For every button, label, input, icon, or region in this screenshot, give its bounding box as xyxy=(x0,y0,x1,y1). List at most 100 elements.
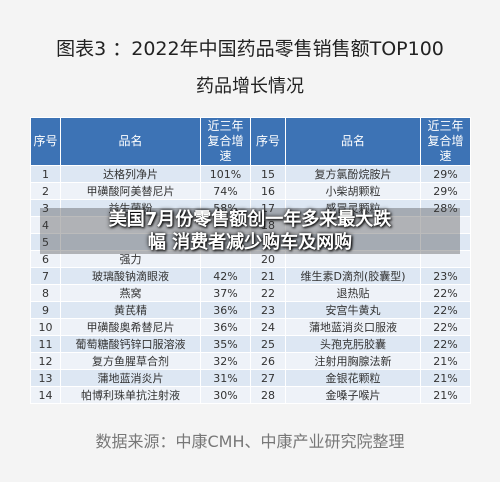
table-cell: 25 xyxy=(250,335,286,353)
table-cell xyxy=(200,250,251,268)
table-cell: 22 xyxy=(250,284,286,302)
table-cell: 2 xyxy=(30,182,61,200)
table-cell: 9 xyxy=(30,301,61,319)
table-cell: 燕窝 xyxy=(60,284,201,302)
subtitle: 药品增长情况 xyxy=(196,76,304,97)
table-cell: 头孢克肟胶囊 xyxy=(285,335,421,353)
table-cell: 帕博利珠单抗注射液 xyxy=(60,386,201,404)
table-cell: 复方氯酚烷胺片 xyxy=(285,165,421,183)
table-cell: 甲磺酸阿美替尼片 xyxy=(60,182,201,200)
table-cell: 黄芪精 xyxy=(60,301,201,319)
table-cell: 12 xyxy=(30,352,61,370)
table-cell: 29% xyxy=(420,182,471,200)
table-cell: 37% xyxy=(200,284,251,302)
table-cell: 36% xyxy=(200,318,251,336)
table-cell: 1 xyxy=(30,165,61,183)
table-cell: 维生素D滴剂(胶囊型) xyxy=(285,267,421,285)
table-cell: 葡萄糖酸钙锌口服溶液 xyxy=(60,335,201,353)
table-row: 1 达格列净片 101% 15 复方氯酚烷胺片 29% xyxy=(30,165,471,183)
table-cell: 21% xyxy=(420,386,471,404)
column-header: 序号 xyxy=(250,117,286,166)
table-cell xyxy=(420,216,471,234)
table-cell: 35% xyxy=(200,335,251,353)
table-cell: 15 xyxy=(250,165,286,183)
table-row: 2 甲磺酸阿美替尼片 74% 16 小柴胡颗粒 29% xyxy=(30,182,471,200)
table-cell: 23 xyxy=(250,301,286,319)
table-cell: 21% xyxy=(420,352,471,370)
title: 图表3 ：2022年中国药品零售销售额TOP100 xyxy=(56,38,444,60)
table-cell xyxy=(420,250,471,268)
table-cell: 安宫牛黄丸 xyxy=(285,301,421,319)
headline-line: 美国7月份零售额创一年多来最大跌 xyxy=(108,209,392,230)
table-cell: 金嗓子喉片 xyxy=(285,386,421,404)
column-header: 序号 xyxy=(30,117,61,166)
table-cell: 32% xyxy=(200,352,251,370)
table-cell: 28 xyxy=(250,386,286,404)
table-cell: 甲磺酸奥希替尼片 xyxy=(60,318,201,336)
table-row: 4 18 xyxy=(30,216,471,234)
table-cell: 3 xyxy=(30,199,61,217)
table-cell xyxy=(420,233,471,251)
table-cell: 101% xyxy=(200,165,251,183)
table-cell: 22% xyxy=(420,335,471,353)
table-cell xyxy=(60,233,201,251)
table-cell: 24 xyxy=(250,318,286,336)
table-cell: 26 xyxy=(250,352,286,370)
table-cell: 玻璃酸钠滴眼液 xyxy=(60,267,201,285)
table-row: 6 强力 20 xyxy=(30,250,471,268)
column-header: 品名 xyxy=(285,117,421,166)
table-body: 1 达格列净片 101% 15 复方氯酚烷胺片 29% 2 甲磺酸阿美替尼片 74% 16 小柴胡颗… xyxy=(30,165,471,404)
table-cell: 27 xyxy=(250,369,286,387)
table-cell: 复方鱼腥草合剂 xyxy=(60,352,201,370)
table-row: 14 帕博利珠单抗注射液 30% 28 金嗓子喉片 21% xyxy=(30,386,471,404)
table-cell: 蒲地蓝消炎片 xyxy=(60,369,201,387)
table-cell: 金银花颗粒 xyxy=(285,369,421,387)
table-cell: 14 xyxy=(30,386,61,404)
table-cell xyxy=(200,216,251,234)
table-cell: 8 xyxy=(30,284,61,302)
table-row: 12 复方鱼腥草合剂 32% 26 注射用胸腺法新 21% xyxy=(30,352,471,370)
table-row: 11 葡萄糖酸钙锌口服溶液 35% 25 头孢克肟胶囊 22% xyxy=(30,335,471,353)
table-cell: 13 xyxy=(30,369,61,387)
table-cell: 23% xyxy=(420,267,471,285)
table-cell: 21 xyxy=(250,267,286,285)
table-row: 10 甲磺酸奥希替尼片 36% 24 蒲地蓝消炎口服液 22% xyxy=(30,318,471,336)
table-cell: 感冒灵颗粒 xyxy=(285,199,421,217)
column-header: 近三年复合增速 xyxy=(420,117,471,166)
table-cell: 11 xyxy=(30,335,61,353)
data-table: 序号 品名 近三年复合增速 序号 品名 近三年复合增速 1 达格列净片 101% 15 复方氯酚烷… xyxy=(30,117,471,404)
table-cell: 22% xyxy=(420,301,471,319)
table-cell: 注射用胸腺法新 xyxy=(285,352,421,370)
table-cell: 10 xyxy=(30,318,61,336)
table-cell: 30% xyxy=(200,386,251,404)
table-row: 7 玻璃酸钠滴眼液 42% 21 维生素D滴剂(胶囊型) 23% xyxy=(30,267,471,285)
table-cell: 31% xyxy=(200,369,251,387)
headline-overlay: 美国7月份零售额创一年多来最大跌幅 消费者减少购车及网购 xyxy=(40,208,460,254)
table-row: 13 蒲地蓝消炎片 31% 27 金银花颗粒 21% xyxy=(30,369,471,387)
table-cell: 小柴胡颗粒 xyxy=(285,182,421,200)
table-cell: 16 xyxy=(250,182,286,200)
table-cell: 达格列净片 xyxy=(60,165,201,183)
table-cell: 蒲地蓝消炎口服液 xyxy=(285,318,421,336)
table-cell: 18 xyxy=(250,216,286,234)
table-cell: 36% xyxy=(200,301,251,319)
table-cell: 22% xyxy=(420,318,471,336)
column-header: 品名 xyxy=(60,117,201,166)
table-cell: 22% xyxy=(420,284,471,302)
table-row: 8 燕窝 37% 22 退热贴 22% xyxy=(30,284,471,302)
table-cell: 7 xyxy=(30,267,61,285)
source-note: 数据来源：中康CMH、中康产业研究院整理 xyxy=(95,432,405,451)
table-cell xyxy=(200,233,251,251)
table-cell: 益生菌粉 xyxy=(60,199,201,217)
table-row: 9 黄芪精 36% 23 安宫牛黄丸 22% xyxy=(30,301,471,319)
table-cell: 29% xyxy=(420,165,471,183)
table-cell xyxy=(60,216,201,234)
header-row: 序号 品名 近三年复合增速 序号 品名 近三年复合增速 xyxy=(30,117,471,166)
table-cell: 21% xyxy=(420,369,471,387)
table-cell: 42% xyxy=(200,267,251,285)
column-header: 近三年复合增速 xyxy=(200,117,251,166)
table-cell: 28% xyxy=(420,199,471,217)
headline-line: 幅 消费者减少购车及网购 xyxy=(147,232,353,253)
table-cell: 退热贴 xyxy=(285,284,421,302)
